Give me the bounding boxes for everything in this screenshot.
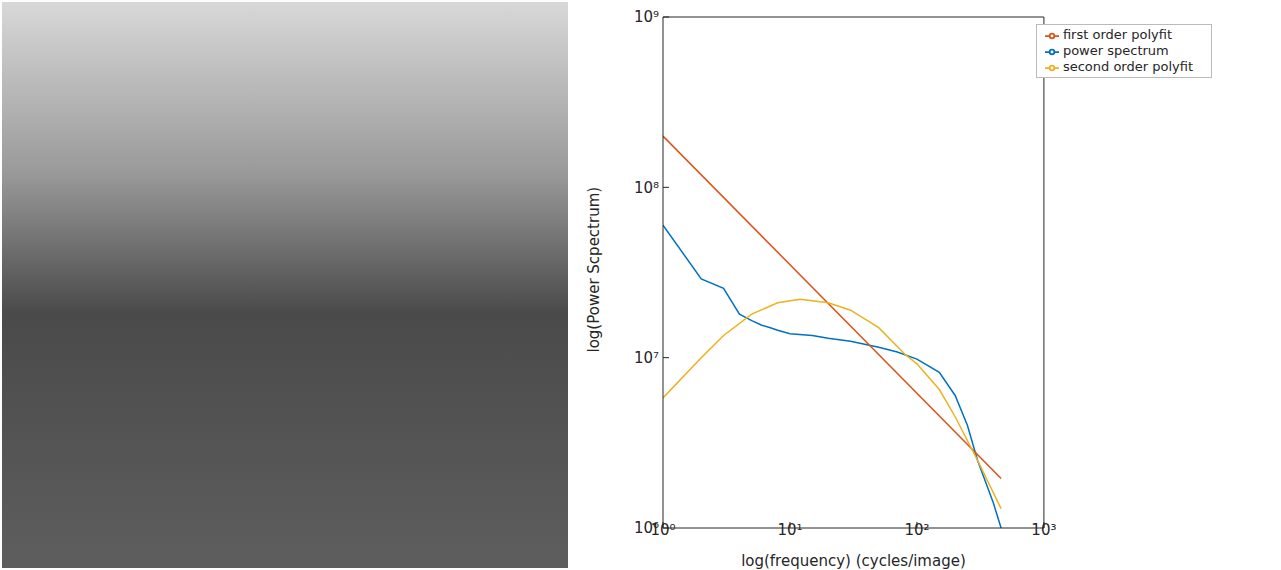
html-text:second order polyfit: second order polyfit xyxy=(1062,59,1193,74)
svg-text:10²: 10² xyxy=(904,521,929,539)
html-text:first order polyfit: first order polyfit xyxy=(1062,27,1172,42)
svg-text:log(Power Scpectrum): log(Power Scpectrum) xyxy=(585,187,603,353)
svg-text:10³: 10³ xyxy=(1031,521,1056,539)
html-text:power spectrum: power spectrum xyxy=(1062,43,1169,58)
svg-text:10⁷: 10⁷ xyxy=(634,349,659,367)
svg-text:10¹: 10¹ xyxy=(777,521,802,539)
svg-text:10⁸: 10⁸ xyxy=(634,179,659,197)
svg-text:10⁰: 10⁰ xyxy=(650,520,676,539)
svg-text:10⁶: 10⁶ xyxy=(634,519,659,537)
svg-text:10⁹: 10⁹ xyxy=(634,8,659,26)
svg-text:log(frequency) (cycles/image): log(frequency) (cycles/image) xyxy=(741,552,966,570)
